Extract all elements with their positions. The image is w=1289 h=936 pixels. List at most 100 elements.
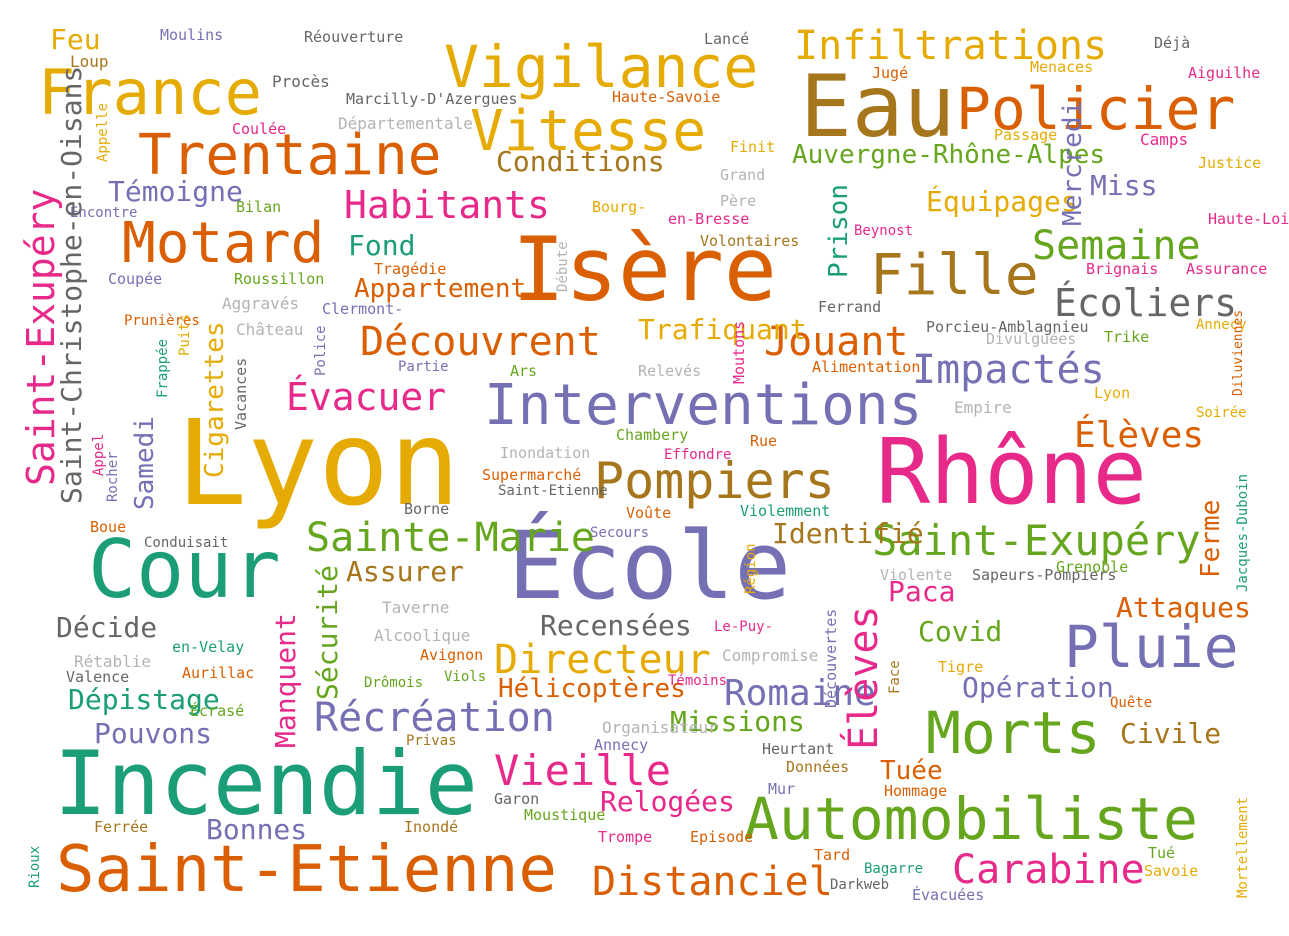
word-rocher: Vacances — [232, 357, 250, 430]
word-voute: Effondre — [664, 447, 732, 463]
word-recensees: Bonnes — [206, 813, 308, 846]
word-proces: Feu — [50, 23, 101, 56]
word-ecrase: Tigre — [938, 658, 984, 676]
word-valence: Compromise — [722, 646, 819, 665]
word-departementale: Procès — [272, 72, 330, 91]
word-assurer: Témoigne — [108, 175, 243, 208]
word-isere: Isère — [512, 218, 777, 321]
word-puits: Débute — [555, 241, 571, 292]
word-decouvertes: Jacques-Duboin — [1235, 473, 1251, 592]
word-trentaine: Trentaine — [138, 123, 442, 188]
word-supermarche: Rue — [750, 432, 778, 450]
word-policier: Policier — [956, 75, 1236, 143]
word-cyberattaque: Rioux — [27, 845, 43, 888]
word-feu: Équipages — [926, 185, 1078, 218]
word-ecole: École — [508, 512, 791, 621]
word-morts: Morts — [926, 699, 1101, 767]
word-episode: Inondé — [404, 818, 459, 836]
word-violemment: Borne — [404, 500, 450, 518]
word-bagarre: Tard — [814, 846, 851, 864]
word-grand: Finit — [730, 138, 776, 156]
word-interventions: Interventions — [484, 373, 923, 438]
word-camps: Coulée — [232, 120, 287, 138]
word-missions: Assurer — [346, 555, 465, 588]
word-encourageant: Mortellement — [1235, 796, 1251, 898]
word-taverne: Sapeurs-Pompiers — [972, 566, 1117, 584]
word-ars: Prunières — [124, 313, 200, 329]
word-appelle: Darkweb — [830, 877, 890, 893]
word-eau: Eau — [800, 57, 956, 157]
word-menaces: Déjà — [1154, 34, 1191, 52]
word-appartement: Conditions — [496, 145, 665, 178]
word-romaine: Élèves — [1074, 415, 1205, 456]
word-juge: Lancé — [704, 30, 750, 48]
word-brignais: Coupée — [108, 270, 163, 288]
word-loup: Trafiquant — [638, 313, 807, 346]
word-tard: Trompe — [598, 828, 653, 846]
word-passage: Haute-Savoie — [612, 88, 721, 106]
word-temoins: Drômois — [364, 675, 424, 691]
word-clermont: Aggravés — [222, 294, 300, 313]
word-cour: Cour — [88, 523, 281, 616]
word-ecoliers: Semaine — [1032, 223, 1201, 269]
word-lyon: Lyon — [176, 394, 461, 532]
word-motard: Motard — [122, 211, 325, 276]
word-aurillac: Rétablie — [74, 652, 152, 671]
word-trompe: Ferrée — [94, 818, 149, 836]
word-lance: Réouverture — [304, 28, 404, 46]
word-tuee: Attaques — [1116, 591, 1251, 624]
word-alimentation: Ars — [510, 362, 538, 380]
word-saint-etienne: Saint-Etienne — [56, 833, 557, 907]
word-impactes: Écoliers — [1054, 281, 1238, 325]
word-annecy-bottom: Écrasé — [190, 702, 245, 720]
word-saint-etienne-small: Inondation — [500, 444, 591, 462]
word-manquent: Samedi — [130, 416, 160, 510]
word-retablie: Le-Puy- — [714, 619, 774, 635]
word-borne: Saint-Etienne — [498, 483, 608, 499]
word-civile: Covid — [918, 615, 1003, 648]
word-pluie: Pluie — [1064, 613, 1239, 681]
word-compromise: en-Velay — [172, 638, 245, 656]
word-lyon-small: Relevés — [638, 362, 702, 380]
word-securite: Cigarettes — [200, 321, 230, 478]
word-appel: Police — [313, 325, 329, 376]
word-chateau: Assurance — [1186, 260, 1268, 278]
word-vacances: Frappée — [155, 338, 171, 398]
word-decouvrent: Découvrent — [360, 319, 601, 365]
word-habitants: Habitants — [344, 183, 550, 227]
word-bourg: Grand — [720, 166, 766, 184]
word-depistage: Fond — [348, 229, 416, 262]
word-conditions: Décide — [56, 611, 158, 644]
word-helicopteres: Opération — [962, 671, 1114, 704]
word-rue: Soirée — [1196, 405, 1247, 421]
word-bilan: Haute-Loire — [1208, 210, 1289, 228]
word-face: Région — [743, 543, 759, 594]
word-chambery: Empire — [954, 398, 1012, 417]
word-distanciel: Vieille — [494, 746, 672, 795]
word-sapeurs-pompiers: Conduisait — [144, 535, 229, 551]
word-semaine: Carabine — [952, 847, 1145, 893]
word-saint-exupery: Saint-Exupéry — [19, 188, 63, 486]
word-debute: Prison — [824, 184, 854, 278]
word-tue: Episode — [690, 828, 754, 846]
word-heurtant: Annecy — [594, 736, 649, 754]
word-inonde: Moustique — [524, 806, 606, 824]
word-le-puy: Taverne — [382, 598, 450, 617]
word-region: Diluviennes — [1231, 309, 1246, 396]
word-haute-loire: en-Bresse — [668, 210, 750, 228]
word-saint-christophe-en-oisans: Évacuées — [912, 886, 985, 904]
word-annecy-top: Divulguées — [986, 330, 1077, 348]
word-paca: Relogées — [600, 785, 735, 818]
word-mortellement: Découvertes — [822, 608, 840, 708]
word-secours: Violemment — [740, 502, 831, 520]
word-encontre: Beynost — [854, 223, 914, 239]
word-equipages: Miss — [1090, 169, 1158, 202]
word-decide: Évacuer — [286, 375, 447, 419]
word-relogees: Missions — [670, 705, 805, 738]
word-sainte-marie: Saint-Exupéry — [872, 516, 1201, 565]
word-mur: Heurtant — [762, 740, 835, 758]
word-directeur: Récréation — [314, 695, 555, 741]
word-covid: Identifié — [772, 517, 924, 550]
word-rioux: Face — [887, 660, 903, 694]
